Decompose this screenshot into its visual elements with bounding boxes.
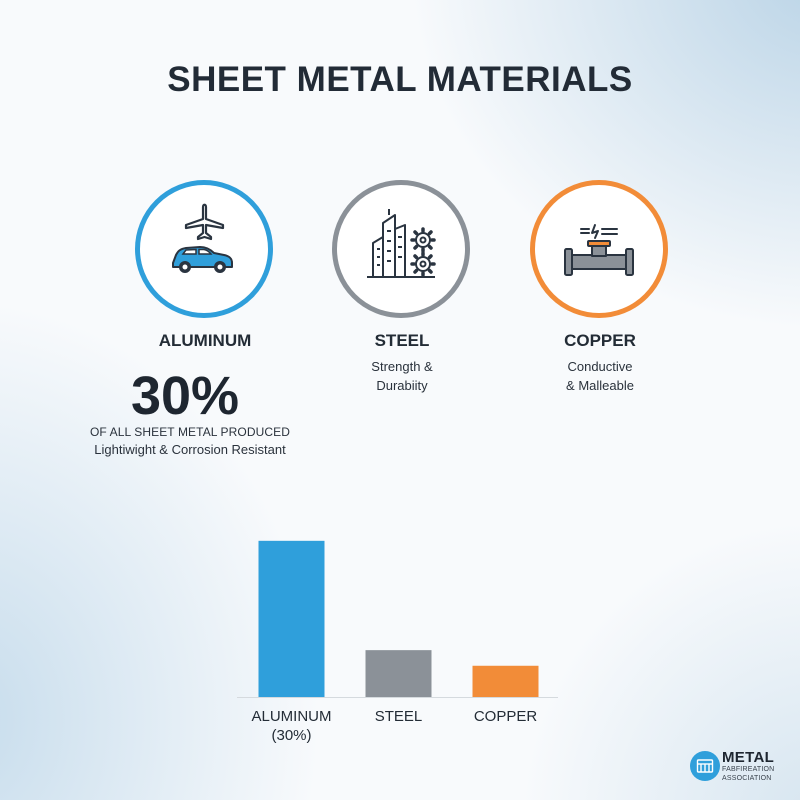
bar-steel [365, 650, 432, 697]
buildings-gears-icon [367, 209, 436, 278]
x-tick-label-aluminum: ALUMINUM (30%) [232, 707, 352, 745]
logo-text-line2: FABFIREATION [722, 766, 775, 773]
x-tick-label-copper: COPPER [446, 707, 566, 726]
logo-mark-icon [690, 751, 720, 781]
x-tick-label-steel: STEEL [339, 707, 459, 726]
aluminum-icon-circle [135, 180, 273, 318]
pipe-electric-icon [564, 224, 634, 276]
x-tick-label-line: ALUMINUM [251, 708, 332, 725]
logo-text-line1: METAL [722, 749, 775, 766]
steel-description-line2: Durabiity [376, 378, 428, 393]
bar-copper [472, 665, 539, 697]
x-tick-label-line: STEEL [374, 708, 423, 725]
copper-label: COPPER [564, 331, 636, 350]
airplane-car-icon [172, 203, 233, 273]
steel-description-line1: Strength & [371, 359, 433, 374]
copper-icon-circle [530, 180, 668, 318]
page-title: SHEET METAL MATERIALS [167, 60, 633, 99]
bar-aluminum [258, 540, 325, 697]
aluminum-description: Lightiwight & Corrosion Resistant [94, 442, 286, 457]
copper-description-line2: & Malleable [566, 378, 634, 393]
aluminum-share-caption: OF ALL SHEET METAL PRODUCED [89, 425, 291, 439]
x-tick-label-line: (30%) [271, 727, 312, 744]
aluminum-label: ALUMINUM [158, 331, 252, 350]
steel-label: STEEL [374, 331, 430, 350]
copper-description-line1: Conductive [567, 359, 633, 374]
copper-description: Conductive & Malleable [500, 357, 700, 395]
logo-text-line3: ASSOCIATION [722, 775, 772, 782]
x-tick-label-line: COPPER [473, 708, 538, 725]
steel-icon-circle [332, 180, 470, 318]
logo: METAL FABFIREATION ASSOCIATION [690, 749, 790, 789]
aluminum-share-value: 30% [130, 366, 240, 426]
steel-description: Strength & Durabiity [302, 357, 502, 395]
